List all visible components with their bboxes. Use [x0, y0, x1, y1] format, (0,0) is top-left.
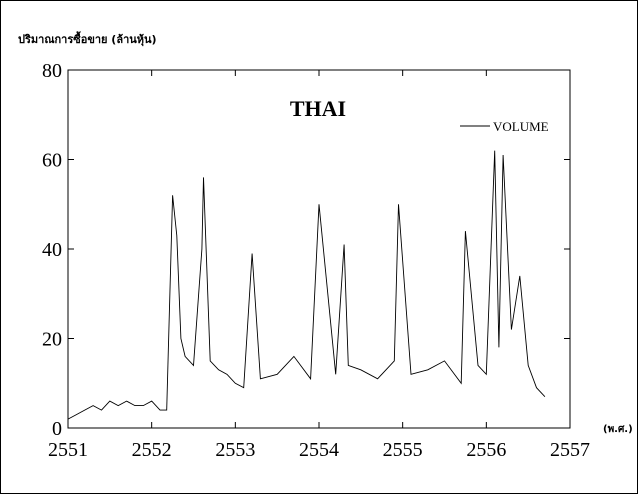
y-tick-label: 0: [52, 418, 62, 440]
y-tick-label: 80: [42, 60, 62, 82]
series-line-volume: [67, 150, 546, 420]
legend-label-volume: VOLUME: [493, 119, 549, 134]
x-tick-label: 2555: [383, 439, 423, 461]
x-tick-label: 2554: [299, 439, 339, 461]
x-tick-label: 2556: [466, 439, 506, 461]
x-tick-label: 2552: [132, 439, 172, 461]
y-tick-label: 40: [42, 239, 62, 261]
chart-title: THAI: [290, 96, 346, 121]
x-tick-label: 2557: [550, 439, 590, 461]
y-tick-label: 60: [42, 150, 62, 172]
x-axis-unit: (พ.ศ.): [603, 424, 633, 435]
y-tick-label: 20: [42, 329, 62, 351]
x-tick-label: 2553: [215, 439, 255, 461]
y-axis-label: ปริมาณการซื้อขาย (ล้านหุ้น): [18, 33, 157, 46]
x-tick-label: 2551: [48, 439, 88, 461]
